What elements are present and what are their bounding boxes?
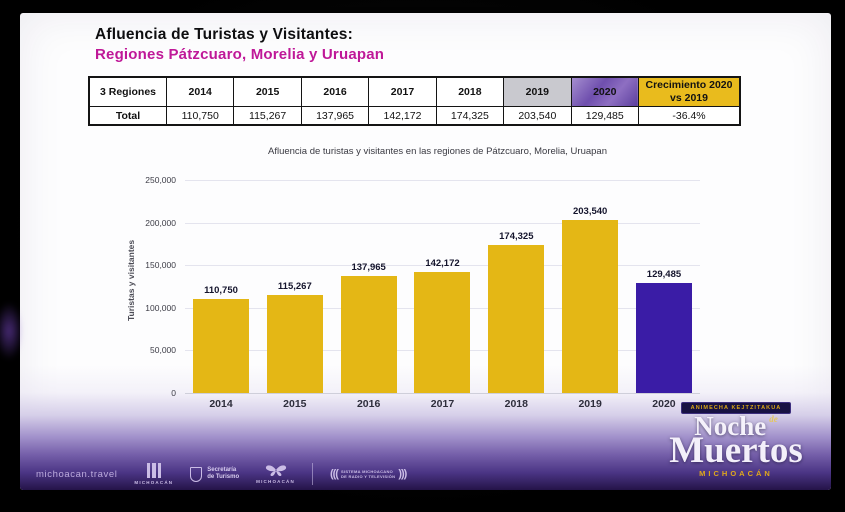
total-2015: 115,267 <box>233 106 302 126</box>
nm-word-muertos: Muertos <box>669 430 803 471</box>
total-2017: 142,172 <box>368 106 437 126</box>
x-axis-labels: 2014 2015 2016 2017 2018 2019 2020 <box>185 398 700 410</box>
logo-divider <box>311 463 313 485</box>
bar-group-2016: 137,965 <box>340 261 397 393</box>
government-shield-icon <box>190 466 203 482</box>
bar-value-label-2019: 203,540 <box>572 205 608 217</box>
radio-waves-icon: ))) <box>398 468 407 480</box>
butterfly-logo-label: MICHOACÁN <box>256 479 295 484</box>
radio-tv-logo: ((( SISTEMA MICHOACANO DE RADIO Y TELEVI… <box>329 468 407 480</box>
total-2020: 129,485 <box>570 106 640 126</box>
table-header-row: 3 Regiones 2014 2015 2016 2017 2018 2019… <box>88 76 741 107</box>
presentation-slide: Afluencia de Turistas y Visitantes: Regi… <box>20 13 831 490</box>
monarch-butterfly-icon <box>265 465 286 476</box>
bar-group-2014: 110,750 <box>193 285 249 393</box>
total-label: Total <box>88 106 167 126</box>
x-axis-line <box>185 393 700 394</box>
bar-group-2019: 203,540 <box>562 205 619 393</box>
nm-line1: Noche de <box>647 413 825 440</box>
x-label-2020: 2020 <box>652 398 676 410</box>
slide-title: Afluencia de Turistas y Visitantes: <box>95 26 353 43</box>
x-label-2019: 2019 <box>578 398 602 410</box>
bar-2019 <box>562 219 619 393</box>
header-2017: 2017 <box>368 76 437 107</box>
chart-title: Afluencia de turistas y visitantes en la… <box>267 146 607 157</box>
michoacan-logo-label: MICHOACÁN <box>134 480 174 485</box>
x-label-2015: 2015 <box>283 398 307 410</box>
gridline <box>185 180 700 181</box>
y-tick: 250,000 <box>145 175 176 185</box>
secretaria-turismo-label: Secretaría de Turismo <box>207 467 239 481</box>
bar-value-label-2018: 174,325 <box>499 230 534 242</box>
bar-2017 <box>414 271 471 393</box>
total-2018: 174,325 <box>435 106 505 126</box>
header-2020: 2020 <box>570 76 640 107</box>
secretaria-line1: Secretaría <box>207 466 237 473</box>
secretaria-line2: de Turismo <box>207 474 240 480</box>
noche-de-muertos-logo: ANIMECHA KEJTZITAKUA Noche de Muertos MI… <box>647 396 825 478</box>
radio-tv-label: SISTEMA MICHOACANO DE RADIO Y TELEVISIÓN <box>341 469 395 479</box>
total-2016: 137,965 <box>300 106 370 126</box>
bar-chart-plot-area: 110,750 115,267 137,965 142,172 174,325 <box>185 180 700 394</box>
header-2014: 2014 <box>165 76 235 107</box>
nm-ribbon-text: ANIMECHA KEJTZITAKUA <box>680 402 792 414</box>
bar-value-label-2017: 142,172 <box>425 257 460 269</box>
bar-group-2017: 142,172 <box>414 257 471 393</box>
bar-value-label-2014: 110,750 <box>204 284 238 296</box>
header-2016: 2016 <box>300 76 370 107</box>
bar-group-2018: 174,325 <box>488 230 545 393</box>
footer-logos: michoacan.travel MICHOACÁN Secretaría de… <box>36 454 407 490</box>
x-label-2014: 2014 <box>209 398 233 410</box>
header-2015: 2015 <box>233 76 302 107</box>
bar-2020 <box>635 282 692 393</box>
michoacan-monogram-icon <box>146 463 161 478</box>
michoacan-butterfly-logo: MICHOACÁN <box>256 464 295 484</box>
nm-region-label: MICHOACÁN <box>699 468 773 478</box>
light-leak-artifact <box>0 302 23 360</box>
bar-value-label-2016: 137,965 <box>351 261 386 273</box>
header-2019: 2019 <box>503 76 572 107</box>
y-tick: 100,000 <box>145 302 176 313</box>
radio-waves-icon: ((( <box>329 468 339 480</box>
bar-2015 <box>266 294 323 393</box>
x-label-2017: 2017 <box>430 398 455 410</box>
y-tick: 0 <box>171 388 176 398</box>
gridline <box>185 265 700 267</box>
michoacan-logo: MICHOACÁN <box>134 463 173 485</box>
radio-line2: DE RADIO Y TELEVISIÓN <box>340 474 396 479</box>
bar-2016 <box>340 275 397 393</box>
bar-group-2015: 115,267 <box>266 280 323 393</box>
bar-group-2020: 129,485 <box>635 268 692 393</box>
bar-value-label-2015: 115,267 <box>277 280 312 292</box>
regions-data-table: 3 Regiones 2014 2015 2016 2017 2018 2019… <box>88 76 741 126</box>
y-axis-ticks: 250,000 200,000 150,000 100,000 50,000 0 <box>118 175 176 398</box>
bar-value-label-2020: 129,485 <box>646 268 682 280</box>
nm-word-noche: Noche <box>694 411 767 441</box>
bar-2014 <box>193 298 249 393</box>
header-2018: 2018 <box>435 76 505 107</box>
total-2019: 203,540 <box>503 106 572 126</box>
total-2014: 110,750 <box>165 106 235 126</box>
gridline <box>185 222 700 224</box>
x-label-2018: 2018 <box>504 398 528 410</box>
y-tick: 200,000 <box>145 217 176 228</box>
y-tick: 50,000 <box>150 345 176 356</box>
header-regions: 3 Regiones <box>88 76 167 107</box>
growth-value: -36.4% <box>638 106 741 126</box>
y-tick: 150,000 <box>145 260 176 271</box>
table-total-row: Total 110,750 115,267 137,965 142,172 17… <box>88 106 741 126</box>
header-growth: Crecimiento 2020 vs 2019 <box>638 76 741 107</box>
radio-line1: SISTEMA MICHOACANO <box>340 468 394 474</box>
bars-container: 110,750 115,267 137,965 142,172 174,325 <box>185 180 700 393</box>
nm-word-de: de <box>769 414 778 424</box>
slide-subtitle: Regiones Pátzcuaro, Morelia y Uruapan <box>95 46 385 63</box>
secretaria-turismo-logo: Secretaría de Turismo <box>190 466 239 482</box>
x-label-2016: 2016 <box>356 398 381 410</box>
bar-2018 <box>488 244 545 393</box>
website-text: michoacan.travel <box>36 468 118 480</box>
